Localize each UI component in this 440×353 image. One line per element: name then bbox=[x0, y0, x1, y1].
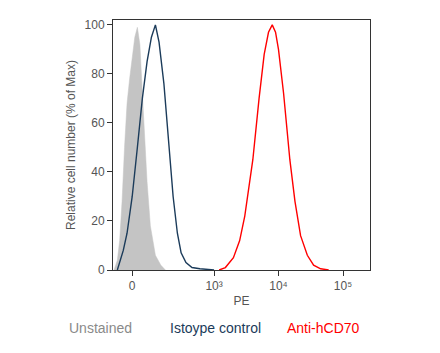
svg-text:0: 0 bbox=[129, 279, 136, 293]
svg-text:60: 60 bbox=[91, 116, 105, 130]
svg-text:PE: PE bbox=[233, 294, 249, 308]
svg-text:Relative cell number (% of Max: Relative cell number (% of Max) bbox=[64, 60, 78, 230]
svg-text:Anti-hCD70: Anti-hCD70 bbox=[287, 320, 360, 336]
svg-text:20: 20 bbox=[91, 214, 105, 228]
svg-text:10⁵: 10⁵ bbox=[334, 279, 352, 293]
svg-text:0: 0 bbox=[98, 263, 105, 277]
svg-text:40: 40 bbox=[91, 165, 105, 179]
svg-text:80: 80 bbox=[91, 67, 105, 81]
svg-text:10³: 10³ bbox=[205, 279, 222, 293]
svg-text:100: 100 bbox=[85, 18, 105, 32]
svg-text:10⁴: 10⁴ bbox=[269, 279, 288, 293]
svg-text:Istoype control: Istoype control bbox=[170, 320, 261, 336]
svg-text:Unstained: Unstained bbox=[69, 320, 132, 336]
